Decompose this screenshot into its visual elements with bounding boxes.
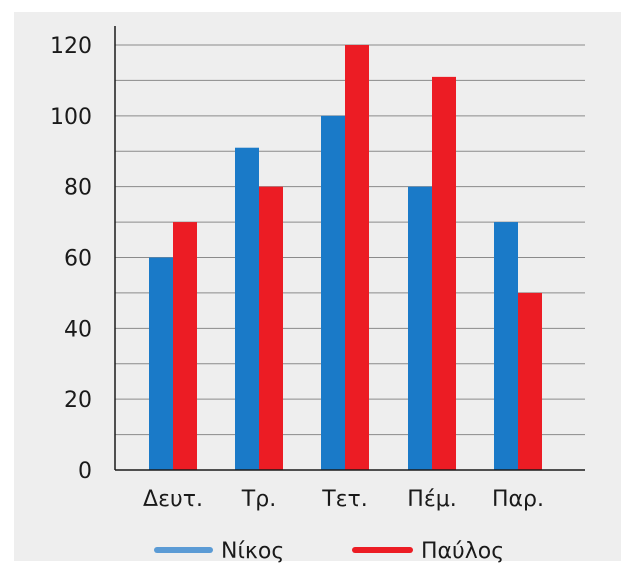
x-tick-label: Πέμ. (407, 487, 456, 512)
bar-series-2 (173, 222, 197, 470)
bar-series-2 (518, 292, 542, 470)
bar-series-1 (494, 222, 518, 470)
bar-series-1 (408, 186, 432, 470)
bar-series-1 (149, 257, 173, 470)
bar-series-1 (321, 115, 345, 470)
x-tick-label: Τρ. (241, 487, 276, 512)
axes (114, 26, 585, 471)
legend-label: Παύλος (421, 539, 504, 564)
legend-label: Νίκος (221, 539, 284, 564)
bar-series-1 (235, 147, 259, 471)
y-tick-labels: 0 20 40 60 80 100 120 (50, 34, 92, 484)
bar-series-2 (259, 186, 283, 470)
y-tick-label: 120 (50, 34, 92, 59)
bar-series-2 (432, 76, 456, 470)
y-tick-label: 0 (78, 459, 92, 484)
y-tick-label: 60 (64, 247, 92, 272)
legend: Νίκος Παύλος (154, 539, 504, 564)
x-tick-label: Παρ. (492, 487, 544, 512)
bar-series-2 (345, 45, 369, 470)
bars (149, 45, 542, 471)
x-tick-label: Τετ. (321, 487, 368, 512)
x-tick-labels: Δευτ. Τρ. Τετ. Πέμ. Παρ. (143, 487, 544, 512)
x-tick-label: Δευτ. (143, 487, 203, 512)
y-tick-label: 20 (64, 388, 92, 413)
y-tick-label: 80 (64, 176, 92, 201)
y-tick-label: 100 (50, 105, 92, 130)
y-tick-label: 40 (64, 317, 92, 342)
